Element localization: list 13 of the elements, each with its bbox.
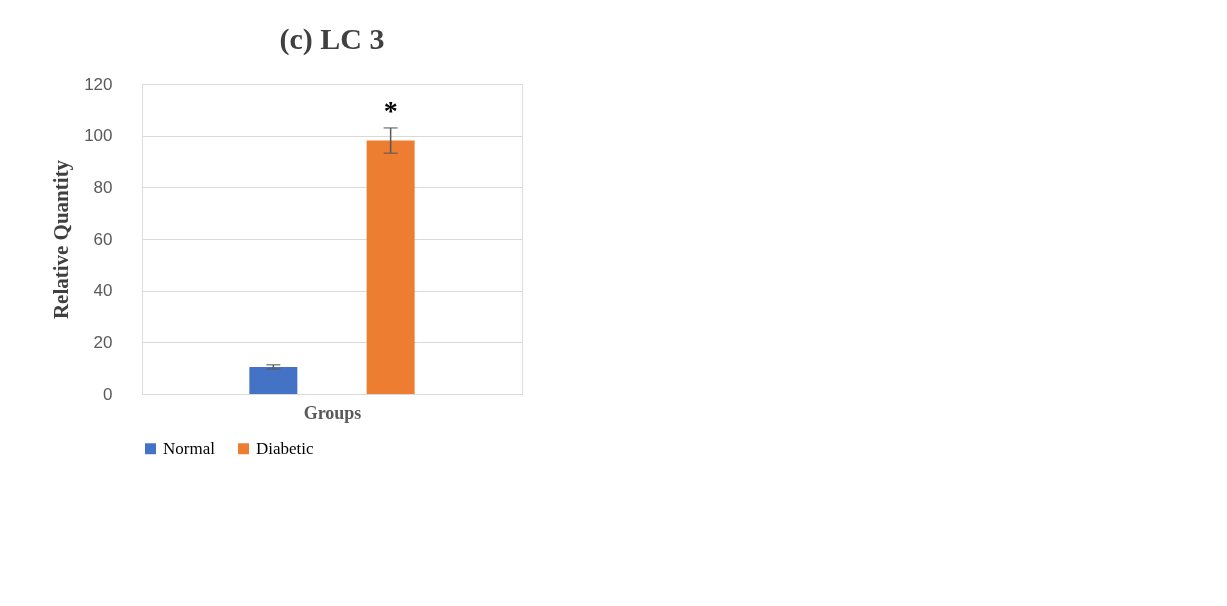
y-axis-title: Relative Quantity (49, 159, 74, 320)
y-tick-label: 100 (84, 126, 113, 146)
annotation: * (383, 94, 398, 126)
y-tick-label: 120 (84, 74, 113, 94)
y-tick-label: 0 (103, 384, 113, 404)
y-tick-label: 80 (93, 177, 113, 197)
chart-title: (c) LC 3 (279, 22, 385, 56)
y-tick-label: 20 (93, 332, 113, 352)
y-tick-label: 60 (93, 229, 113, 249)
legend-label: Normal (163, 438, 216, 458)
legend-label: Diabetic (256, 438, 315, 458)
y-tick-label: 40 (93, 281, 113, 301)
x-axis-title: Groups (303, 402, 362, 423)
